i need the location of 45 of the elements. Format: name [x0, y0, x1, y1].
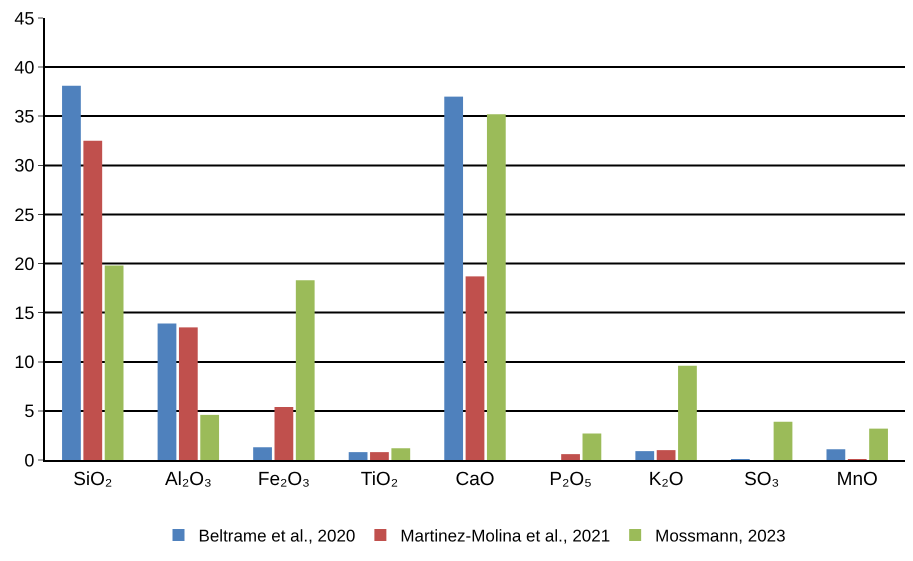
bar	[678, 366, 697, 460]
x-tick-label: CaO	[455, 468, 495, 490]
bar	[869, 428, 888, 460]
bar	[656, 450, 676, 460]
y-tick-label: 20	[14, 254, 34, 274]
x-tick-label: K₂O	[648, 468, 684, 490]
bar	[486, 114, 506, 460]
x-tick-label: SO₃	[744, 468, 780, 490]
y-tick-label: 30	[14, 156, 34, 176]
x-tick-label: SiO₂	[73, 468, 112, 490]
x-tick-label: Al₂O₃	[164, 468, 212, 490]
legend-label: Mossmann, 2023	[655, 526, 786, 546]
bar	[391, 448, 410, 460]
bar	[370, 452, 389, 460]
y-tick-label: 40	[14, 57, 34, 78]
x-tick-label: MnO	[836, 468, 878, 490]
bar	[83, 140, 102, 460]
bar	[582, 433, 602, 460]
bar	[635, 451, 654, 460]
y-tick-label: 15	[14, 302, 34, 323]
x-tick-label: Fe₂O₃	[258, 468, 310, 490]
y-tick-label: 5	[24, 401, 34, 422]
bar	[200, 414, 220, 460]
bar	[158, 323, 176, 460]
legend-label: Martinez-Molina et al., 2021	[400, 526, 610, 546]
y-tick-label: 35	[14, 106, 34, 127]
bar	[274, 406, 294, 460]
bar	[348, 452, 368, 460]
bar	[296, 280, 315, 460]
legend-label: Beltrame et al., 2020	[198, 526, 356, 546]
y-tick-label: 10	[14, 352, 34, 372]
bar	[774, 422, 792, 460]
y-tick-label: 45	[14, 8, 34, 28]
y-tick-label: 25	[14, 204, 34, 225]
bar	[444, 96, 464, 460]
bar	[466, 276, 484, 460]
x-tick-label: TiO₂	[360, 468, 398, 490]
bar	[62, 86, 81, 460]
y-tick-label: 0	[24, 450, 34, 470]
bar	[178, 327, 198, 460]
bar	[561, 454, 580, 460]
x-tick-label: P₂O₅	[549, 468, 592, 490]
bar	[253, 447, 272, 460]
bar	[104, 266, 124, 460]
bar	[826, 449, 846, 460]
